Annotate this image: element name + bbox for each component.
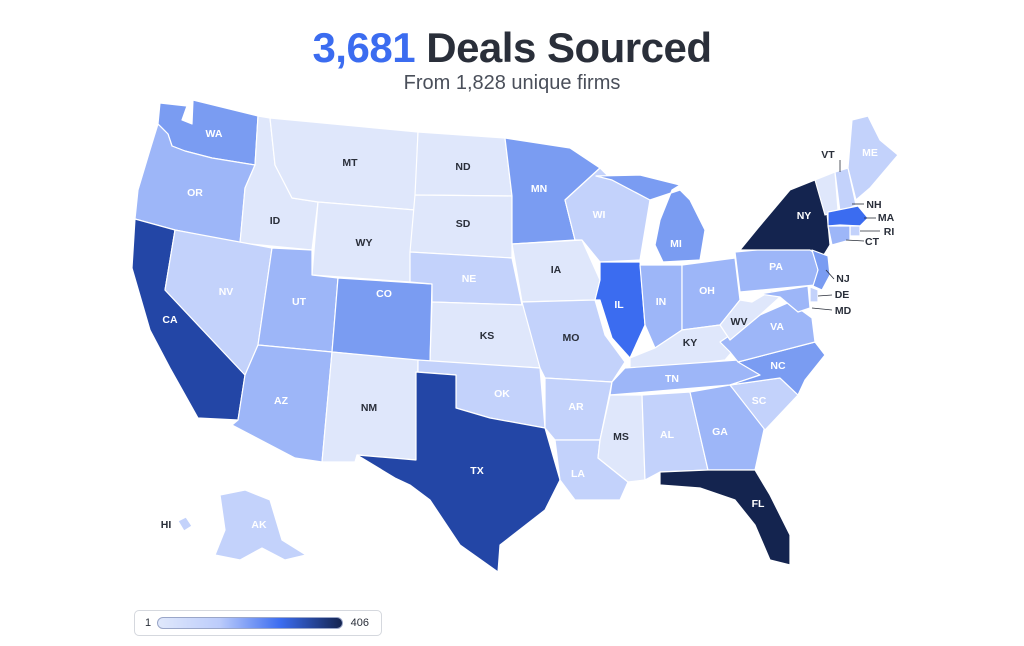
state-label-ar: AR <box>568 401 584 413</box>
legend-gradient-bar <box>157 617 343 629</box>
state-ri[interactable] <box>849 225 861 237</box>
state-tx[interactable] <box>356 371 561 573</box>
state-label-il: IL <box>614 299 624 311</box>
state-label-co: CO <box>376 288 392 300</box>
state-label-sd: SD <box>456 218 471 230</box>
state-label-pa: PA <box>769 261 783 273</box>
state-label-ny: NY <box>797 210 812 222</box>
state-label-nj: NJ <box>836 273 850 285</box>
state-label-sc: SC <box>752 395 767 407</box>
state-label-mn: MN <box>531 183 547 195</box>
state-label-mi: MI <box>670 238 682 250</box>
state-label-me: ME <box>862 147 878 159</box>
state-label-wa: WA <box>206 128 223 140</box>
state-label-ga: GA <box>712 426 728 438</box>
state-label-nv: NV <box>219 286 234 298</box>
state-label-mo: MO <box>563 332 580 344</box>
state-label-ks: KS <box>480 330 495 342</box>
state-label-nm: NM <box>361 402 378 414</box>
state-label-al: AL <box>660 429 675 441</box>
state-mo[interactable] <box>521 299 626 383</box>
state-label-in: IN <box>656 296 667 308</box>
state-nj[interactable] <box>811 249 831 291</box>
label-leader-lines <box>811 160 880 311</box>
state-label-ct: CT <box>865 236 880 248</box>
state-nc[interactable] <box>729 341 826 396</box>
state-mi[interactable] <box>595 174 706 263</box>
state-label-mt: MT <box>342 157 358 169</box>
state-md[interactable] <box>759 285 811 313</box>
state-label-nh: NH <box>866 199 881 211</box>
state-label-wy: WY <box>356 237 373 249</box>
state-label-or: OR <box>187 187 203 199</box>
state-label-ca: CA <box>162 314 178 326</box>
state-ny[interactable] <box>739 179 831 259</box>
page-subtitle: From 1,828 unique firms <box>403 72 621 94</box>
state-label-ri: RI <box>884 226 895 238</box>
state-nh[interactable] <box>834 167 857 213</box>
state-label-va: VA <box>770 321 784 333</box>
deal-count: 3,681 <box>312 24 416 71</box>
state-label-ms: MS <box>613 431 629 443</box>
state-fl[interactable] <box>659 469 791 566</box>
state-label-wv: WV <box>731 316 748 328</box>
state-label-az: AZ <box>274 395 289 407</box>
state-label-md: MD <box>835 305 852 317</box>
state-label-ma: MA <box>878 212 895 224</box>
state-hi[interactable] <box>177 516 193 532</box>
state-ct[interactable] <box>827 225 851 246</box>
state-label-ut: UT <box>292 296 307 308</box>
state-label-nd: ND <box>455 161 471 173</box>
state-label-ne: NE <box>462 273 477 285</box>
state-label-ok: OK <box>494 388 510 400</box>
state-label-fl: FL <box>752 498 765 510</box>
color-legend: 1 406 <box>134 610 382 636</box>
state-de[interactable] <box>809 286 819 303</box>
state-label-nc: NC <box>770 360 786 372</box>
state-label-ky: KY <box>683 337 698 349</box>
state-label-hi: HI <box>161 519 172 531</box>
state-label-vt: VT <box>821 149 835 161</box>
state-label-tn: TN <box>665 373 679 385</box>
state-ak[interactable] <box>214 489 307 561</box>
state-me[interactable] <box>847 115 899 201</box>
state-label-ia: IA <box>551 264 562 276</box>
legend-min: 1 <box>145 617 152 629</box>
state-wi[interactable] <box>564 167 651 263</box>
state-va[interactable] <box>719 301 816 363</box>
state-label-id: ID <box>270 215 281 227</box>
state-label-wi: WI <box>593 209 606 221</box>
state-label-ak: AK <box>251 519 267 531</box>
legend-max: 406 <box>350 617 369 629</box>
state-label-la: LA <box>571 468 585 480</box>
title-text: Deals Sourced <box>426 24 712 71</box>
state-label-oh: OH <box>699 285 715 297</box>
state-label-de: DE <box>835 289 850 301</box>
page-title: 3,681 Deals Sourced <box>0 22 1024 74</box>
state-label-tx: TX <box>470 465 483 477</box>
